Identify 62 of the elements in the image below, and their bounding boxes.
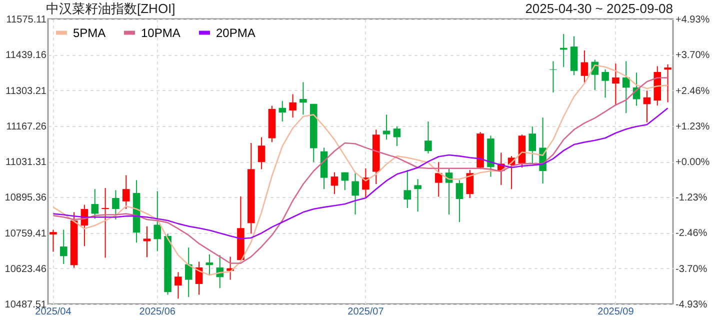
candlestick bbox=[643, 90, 651, 123]
candlestick bbox=[289, 94, 296, 118]
y2-tick-label: -2.46% bbox=[676, 228, 708, 240]
candlestick bbox=[404, 169, 412, 208]
y2-tick-label: -1.23% bbox=[676, 192, 708, 204]
legend-label: 5PMA bbox=[73, 26, 106, 40]
y2-tick-label: +1.23% bbox=[676, 121, 710, 132]
y2-tick-label: -4.93% bbox=[676, 300, 708, 310]
candlestick bbox=[434, 162, 442, 198]
candlestick bbox=[112, 190, 120, 220]
candlestick bbox=[550, 60, 557, 93]
x-tick-label: 2025/07 bbox=[348, 306, 384, 318]
candlestick bbox=[300, 82, 307, 116]
legend-label: 20PMA bbox=[216, 26, 256, 40]
y-tick-label: 10759.41 bbox=[4, 228, 47, 240]
candlestick bbox=[382, 114, 390, 140]
chart-subtitle: 2025-04-30 ~ 2025-09-08 bbox=[525, 0, 673, 18]
candlestick bbox=[278, 100, 286, 122]
candlestick bbox=[664, 64, 672, 103]
candlestick bbox=[580, 50, 588, 84]
y-tick-label: 11303.21 bbox=[6, 86, 47, 97]
y-tick-label: 11439.16 bbox=[6, 50, 47, 62]
chart-title: 中汉菜籽油指数[ZHOI] bbox=[46, 0, 176, 18]
y2-tick-label: +0.00% bbox=[676, 157, 710, 168]
y-tick-label: 11167.26 bbox=[6, 121, 47, 132]
y2-tick-label: -3.70% bbox=[676, 264, 708, 275]
candlestick bbox=[466, 169, 474, 199]
candlestick bbox=[184, 247, 192, 298]
y2-tick-label: +2.46% bbox=[676, 86, 710, 97]
candlestick bbox=[352, 172, 359, 216]
candlestick bbox=[393, 126, 401, 147]
candlestick bbox=[174, 272, 182, 300]
candlestick bbox=[50, 229, 57, 252]
legend-label: 10PMA bbox=[141, 26, 180, 40]
candlestick bbox=[154, 190, 162, 252]
y-tick-label: 10895.36 bbox=[4, 192, 47, 204]
candlestick bbox=[91, 188, 99, 220]
candlestick bbox=[330, 172, 338, 195]
x-tick-label: 2025/09 bbox=[598, 306, 634, 318]
y2-tick-label: +4.93% bbox=[676, 14, 710, 26]
candlestick bbox=[341, 172, 349, 191]
candlestick bbox=[456, 180, 464, 223]
candlestick bbox=[612, 63, 620, 106]
line-series bbox=[52, 107, 668, 240]
candlestick bbox=[60, 229, 68, 265]
candlestick bbox=[602, 68, 609, 98]
x-tick-label: 2025/06 bbox=[139, 306, 176, 318]
candlestick bbox=[424, 120, 432, 154]
candlestick bbox=[258, 136, 266, 170]
x-tick-label: 2025/04 bbox=[35, 306, 72, 318]
candlestick bbox=[143, 226, 151, 258]
candlestick bbox=[622, 60, 630, 114]
y-tick-label: 11575.11 bbox=[6, 14, 47, 26]
candlestick bbox=[414, 178, 422, 212]
candlestick bbox=[102, 188, 109, 258]
candlestick bbox=[206, 254, 214, 276]
candlestick bbox=[528, 126, 536, 164]
candlestick bbox=[226, 256, 234, 280]
y-tick-label: 11031.31 bbox=[6, 157, 47, 168]
y-tick-label: 10623.46 bbox=[4, 264, 47, 275]
y2-tick-label: +3.70% bbox=[676, 50, 710, 62]
candlestick bbox=[122, 174, 130, 210]
